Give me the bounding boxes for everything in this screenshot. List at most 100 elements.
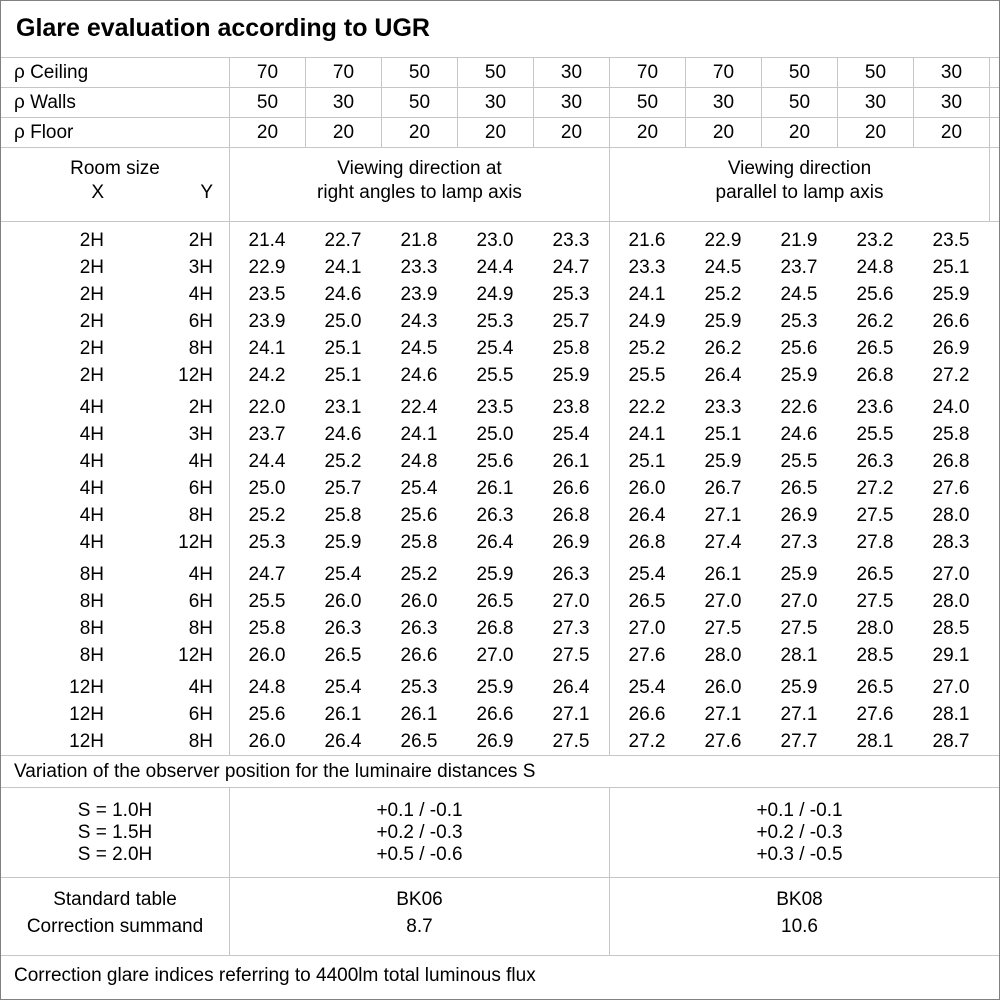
cell-filler [989, 362, 999, 389]
ugr-value-right-angles: 25.8 [324, 505, 362, 526]
ugr-value-parallel: 25.1 [932, 257, 970, 278]
cell-filler [989, 281, 999, 308]
ugr-value-right-angles: 26.5 [476, 591, 514, 612]
rho-walls-value: 50 [609, 88, 685, 117]
room-x: 8H [79, 591, 104, 612]
ugr-value-right-angles: 27.5 [552, 731, 590, 752]
s-distance-label: S = 2.0H [77, 844, 153, 865]
room-y: 6H [188, 704, 213, 725]
rho-walls-value: 50 [229, 88, 305, 117]
ugr-value-parallel: 23.3 [704, 397, 742, 418]
cell-filler [989, 335, 999, 362]
ugr-value-right-angles: 24.8 [248, 677, 286, 698]
ugr-value-right-angles: 25.4 [324, 564, 362, 585]
ugr-value-right-angles: 25.8 [400, 532, 438, 553]
s-variation-value: +0.1 / -0.1 [756, 800, 843, 821]
spacer [213, 362, 229, 389]
ugr-value-right-angles: 26.1 [400, 704, 438, 725]
ugr-value-right-angles: 27.5 [552, 645, 590, 666]
ugr-value-parallel: 26.2 [856, 311, 894, 332]
ugr-value-right-angles: 26.5 [400, 731, 438, 752]
room-y: 3H [188, 257, 213, 278]
ugr-value-parallel: 24.1 [628, 284, 666, 305]
ugr-row: 2H 2H 21.4 22.7 21.8 23.0 23.3 21.6 22.9 21.9 23.2… [1, 227, 999, 254]
ugr-value-right-angles: 24.9 [476, 284, 514, 305]
ugr-value-right-angles: 26.6 [552, 478, 590, 499]
ugr-value-parallel: 26.5 [856, 564, 894, 585]
cell-filler [989, 502, 999, 529]
s-variation-parallel: +0.1 / -0.1 +0.2 / -0.3 +0.3 / -0.5 [609, 788, 989, 877]
ugr-row: 4H 12H 25.3 25.9 25.8 26.4 26.9 26.8 27.4 27.3 27.… [1, 529, 999, 556]
ugr-value-right-angles: 24.4 [476, 257, 514, 278]
ugr-value-parallel: 24.5 [780, 284, 818, 305]
standard-value: 10.6 [781, 916, 818, 937]
ugr-value-right-angles: 26.0 [248, 731, 286, 752]
room-y: 6H [188, 478, 213, 499]
ugr-value-right-angles: 22.4 [400, 397, 438, 418]
cell-filler [989, 421, 999, 448]
room-y: 4H [188, 677, 213, 698]
ugr-value-right-angles: 27.3 [552, 618, 590, 639]
footer-note: Correction glare indices referring to 44… [14, 965, 536, 986]
title-row: Glare evaluation according to UGR [1, 1, 999, 58]
ugr-value-right-angles: 25.6 [248, 704, 286, 725]
ugr-value-right-angles: 22.9 [248, 257, 286, 278]
standard-values-parallel: BK08 10.6 [609, 878, 989, 955]
ugr-value-parallel: 24.6 [780, 424, 818, 445]
rho-walls-value: 30 [837, 88, 913, 117]
ugr-value-parallel: 27.5 [856, 505, 894, 526]
ugr-value-parallel: 24.5 [704, 257, 742, 278]
room-y: 4H [188, 284, 213, 305]
rho-walls-value: 50 [761, 88, 837, 117]
ugr-value-right-angles: 23.5 [476, 397, 514, 418]
ugr-value-parallel: 27.0 [932, 677, 970, 698]
cell-filler [989, 701, 999, 728]
ugr-value-right-angles: 26.8 [552, 505, 590, 526]
ugr-value-parallel: 27.2 [628, 731, 666, 752]
cell-filler [989, 642, 999, 669]
ugr-row: 2H 4H 23.5 24.6 23.9 24.9 25.3 24.1 25.2 24.5 25.6… [1, 281, 999, 308]
ugr-value-right-angles: 21.4 [248, 230, 286, 251]
ugr-value-right-angles: 21.8 [400, 230, 438, 251]
ugr-value-right-angles: 25.2 [324, 451, 362, 472]
cell-filler [989, 58, 999, 87]
ugr-value-right-angles: 26.1 [324, 704, 362, 725]
ugr-value-right-angles: 26.4 [476, 532, 514, 553]
cell-filler [989, 728, 999, 755]
rho-walls-value: 30 [305, 88, 381, 117]
ugr-value-right-angles: 23.7 [248, 424, 286, 445]
ugr-value-parallel: 25.9 [780, 677, 818, 698]
ugr-value-right-angles: 24.2 [248, 365, 286, 386]
ugr-value-parallel: 25.9 [780, 365, 818, 386]
ugr-value-parallel: 23.5 [932, 230, 970, 251]
ugr-value-right-angles: 25.8 [552, 338, 590, 359]
ugr-value-parallel: 25.4 [628, 564, 666, 585]
ugr-value-right-angles: 25.3 [248, 532, 286, 553]
ugr-value-parallel: 23.7 [780, 257, 818, 278]
ugr-value-right-angles: 26.9 [476, 731, 514, 752]
room-y: 4H [188, 564, 213, 585]
ugr-value-parallel: 27.6 [628, 645, 666, 666]
cell-filler [989, 788, 999, 877]
spacer [213, 281, 229, 308]
room-size-header: Room size X Y [1, 148, 229, 221]
ugr-value-right-angles: 26.8 [476, 618, 514, 639]
ugr-value-right-angles: 25.9 [476, 564, 514, 585]
ugr-value-parallel: 25.9 [704, 311, 742, 332]
ugr-value-right-angles: 25.9 [476, 677, 514, 698]
ugr-value-parallel: 27.8 [856, 532, 894, 553]
ugr-value-parallel: 25.9 [704, 451, 742, 472]
ugr-value-parallel: 26.8 [628, 532, 666, 553]
room-x: 4H [79, 478, 104, 499]
cell-filler [989, 588, 999, 615]
ugr-value-parallel: 23.6 [856, 397, 894, 418]
ugr-row: 2H 3H 22.9 24.1 23.3 24.4 24.7 23.3 24.5 23.7 24.8… [1, 254, 999, 281]
ugr-value-parallel: 26.6 [628, 704, 666, 725]
room-x: 2H [79, 338, 104, 359]
ugr-value-parallel: 25.5 [628, 365, 666, 386]
ugr-value-parallel: 25.9 [780, 564, 818, 585]
rho-ceiling-value: 70 [609, 58, 685, 87]
spacer [213, 561, 229, 588]
ugr-value-right-angles: 26.1 [476, 478, 514, 499]
cell-filler [989, 394, 999, 421]
